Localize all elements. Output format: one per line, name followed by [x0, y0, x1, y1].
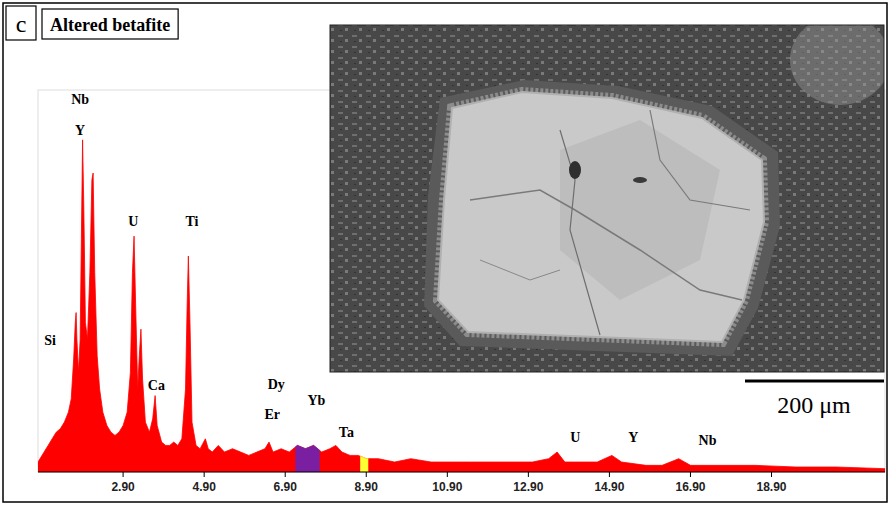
peak-label: Y [75, 123, 85, 138]
grain-rim [438, 92, 764, 342]
title-box [42, 9, 178, 39]
x-tick [447, 472, 448, 477]
peak-label: Y [628, 430, 638, 445]
peak-label: Si [44, 333, 56, 348]
peak-label: Ca [148, 378, 165, 393]
x-tick-label: 16.90 [675, 480, 705, 494]
panel-label: c [16, 11, 27, 37]
crack [650, 110, 750, 210]
x-tick-label: 10.90 [432, 480, 462, 494]
background [0, 0, 891, 506]
x-tick-label: 14.90 [594, 480, 624, 494]
figure-frame [3, 3, 887, 502]
grain [438, 92, 764, 342]
x-tick-label: 4.90 [192, 480, 216, 494]
crack [480, 260, 560, 280]
peak-label: U [128, 214, 138, 229]
x-tick-label: 6.90 [274, 480, 298, 494]
pit [569, 161, 581, 179]
inset-frame [330, 25, 884, 372]
x-tick-label: 8.90 [355, 480, 379, 494]
grain-facet [560, 120, 720, 300]
x-tick-label: 12.90 [513, 480, 543, 494]
peak-label: U [570, 430, 580, 445]
title: Altered betafite [50, 15, 170, 35]
peak-label: Er [264, 407, 280, 422]
panel-label-box [6, 6, 36, 40]
x-tick [609, 472, 610, 477]
scale-bar-label: 200 μm [777, 392, 851, 418]
x-axis-line [38, 471, 885, 472]
x-tick [204, 472, 205, 477]
x-tick [123, 472, 124, 477]
scale-bar [745, 380, 884, 383]
inset-content [330, 25, 884, 372]
x-tick-label: 2.90 [111, 480, 135, 494]
peak-label: Nb [71, 92, 89, 107]
crack [470, 190, 742, 300]
peak-label: Yb [307, 393, 325, 408]
peak-label: Dy [268, 377, 285, 392]
x-tick [528, 472, 529, 477]
highlight-group [295, 140, 319, 472]
crack [560, 130, 600, 335]
inset-bright-area [790, 25, 884, 105]
x-tick [285, 472, 286, 477]
x-tick [771, 472, 772, 477]
x-tick [690, 472, 691, 477]
x-tick [366, 472, 367, 477]
figure: 2.90 4.90 6.90 8.90 10.90 12.90 14.90 16.90 18.9… [0, 0, 891, 506]
peak-label: Nb [699, 433, 717, 448]
grain-halo [424, 80, 780, 356]
highlight-range [295, 140, 319, 472]
peak-label: Ta [339, 425, 354, 440]
sem-inset [330, 15, 890, 372]
peak-label: Ti [186, 214, 199, 229]
pit [633, 177, 647, 183]
x-tick-label: 18.90 [757, 480, 787, 494]
